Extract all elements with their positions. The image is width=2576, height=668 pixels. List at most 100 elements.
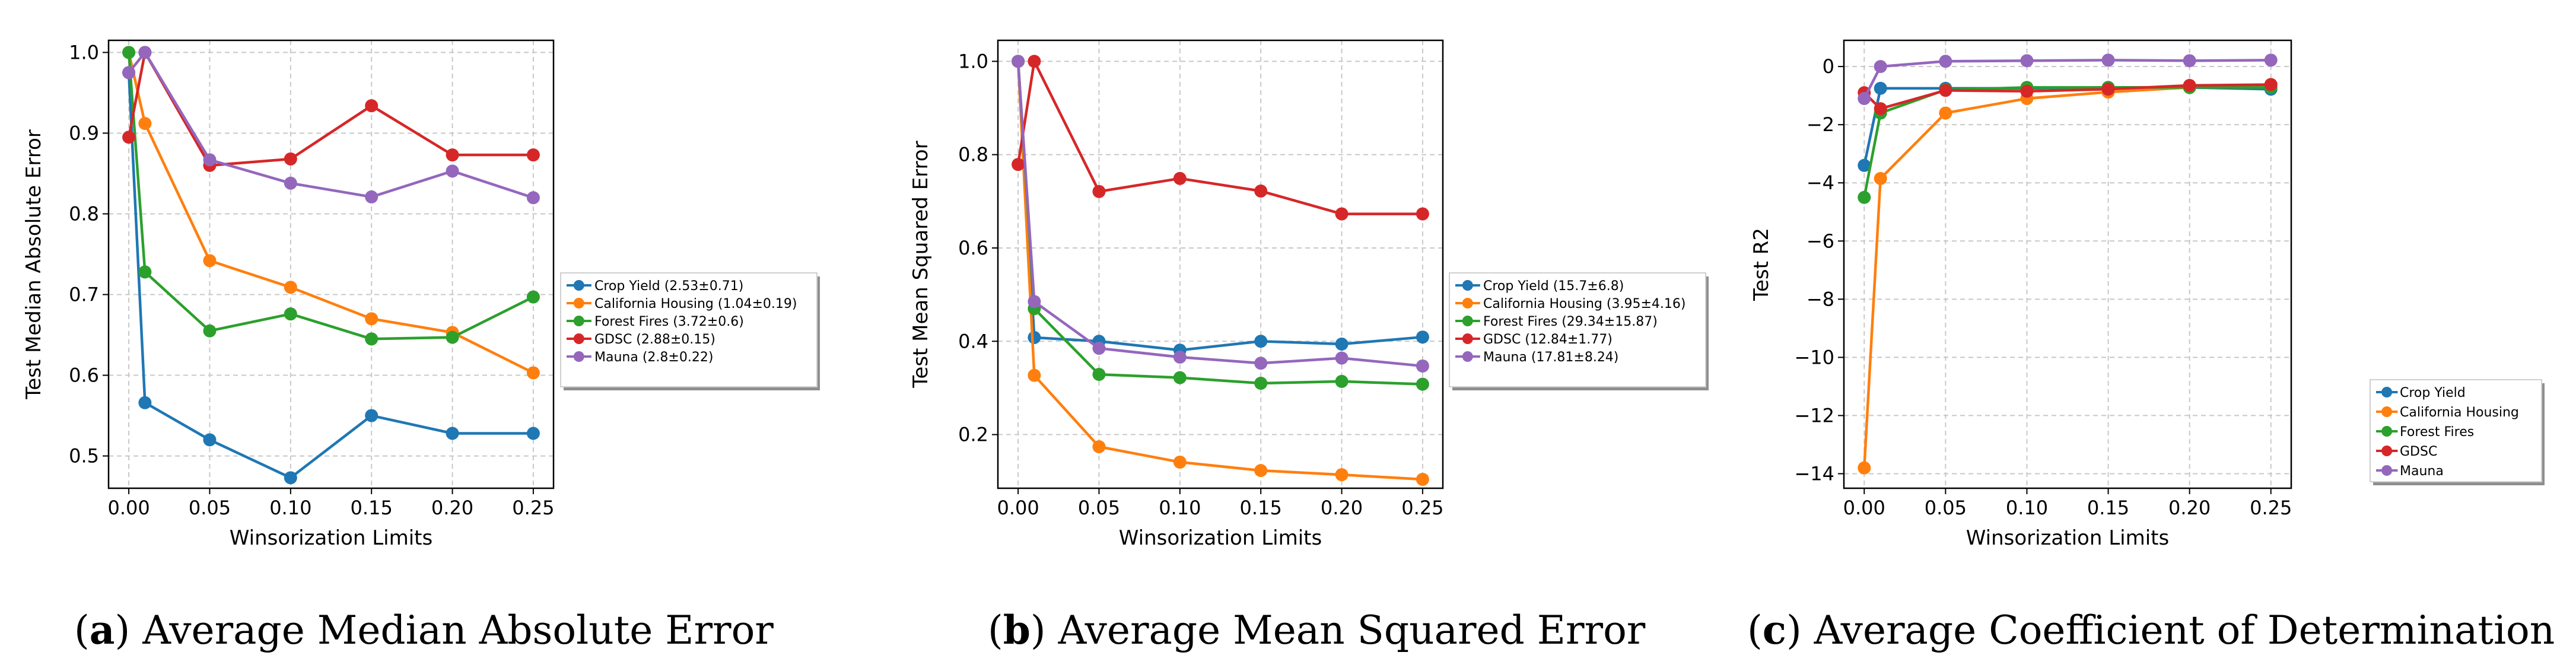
panel-b-xtick-label: 0.20 [1321,497,1363,519]
panel-a-point-fires [122,46,136,59]
panel-a-legend-label: GDSC (2.88±0.15) [594,332,715,347]
panel-b-legend-label: GDSC (12.84±1.77) [1483,332,1613,347]
caption-a-letter: a [90,607,115,653]
panel-b-legend-label: Forest Fires (29.34±15.87) [1483,314,1658,329]
panel-c-point-gdsc [2183,78,2196,92]
panel-a-ytick-label: 0.5 [69,445,99,467]
panel-a-point-crop [203,433,217,447]
panel-b-point-mauna [1416,359,1429,373]
panel-c-xtick-label: 0.10 [2006,497,2048,519]
panel-c-point-mauna [2264,53,2278,67]
panel-c-legend-swatch-marker [2381,426,2393,437]
panel-c-line-housing [1863,83,2271,468]
panel-b-legend-label: Crop Yield (15.7±6.8) [1483,279,1624,294]
panel-a-xtick-label: 0.00 [107,497,150,519]
panel-c: 0.00 0.05 0.10 0.15 0.20 0.25 0 −2 −4 −6 −8 −10 −12 −… [1750,39,2545,550]
panel-a-legend-label: Crop Yield (2.53±0.71) [594,279,743,294]
panel-b-xtick-label: 0.25 [1401,497,1443,519]
panel-b-point-housing [1416,473,1429,486]
panel-c-point-gdsc [2101,82,2115,96]
panel-a-xtick-label: 0.05 [189,497,231,519]
panel-b-point-gdsc [1092,185,1106,198]
panel-c-axes-frame [1843,39,2292,489]
panel-b-line-housing [1016,61,1423,481]
panel-a-point-mauna [138,46,152,59]
panel-c-line-mauna [1863,59,2271,100]
panel-b-ytick-label: 0.8 [958,144,988,166]
panel-b-legend-swatch-marker [1462,298,1473,308]
panel-a-point-housing [526,366,540,380]
panel-c-point-housing [1874,171,1887,185]
panel-c-xtick-label: 0.05 [1925,497,1967,519]
panel-a-point-gdsc [526,148,540,162]
panel-b-ytick-label: 1.0 [958,50,988,72]
caption-b-letter: b [1003,607,1031,653]
panel-a-point-mauna [446,164,459,178]
panel-b-point-fires [1254,377,1268,390]
panel-b-point-crop [1028,330,1041,344]
panel-c-legend-swatch-marker [2381,446,2393,456]
panel-a-point-mauna [365,190,379,203]
panel-c-point-gdsc [2020,84,2034,98]
panel-c-point-mauna [2101,53,2115,67]
panel-a-point-housing [138,117,152,131]
panel-a-point-fires [446,330,459,344]
panel-c-point-gdsc [1939,84,1952,97]
panel-c-line-crop [1863,86,2271,166]
panel-b: 0.00 0.05 0.10 0.15 0.20 0.25 0.2 0.4 0.6 0.8 1.0 W… [909,39,1709,550]
panel-c-line-fires [1863,86,2271,198]
panel-a-point-housing [203,254,217,268]
panel-b-point-crop [1335,337,1349,351]
panel-a-ytick-label: 0.6 [69,364,99,387]
panel-c-xtick-label: 0.20 [2168,497,2211,519]
panel-b-xlabel: Winsorization Limits [1119,526,1322,550]
panel-c-point-mauna [1874,60,1887,74]
panel-a-line-mauna [128,51,534,199]
panel-a-legend-swatch-marker [573,280,584,291]
caption-a: (a) Average Median Absolute Error [74,607,774,653]
panel-a-xtick-label: 0.25 [512,497,554,519]
panel-a-point-gdsc [122,131,136,144]
panel-a-point-fires [284,307,297,321]
panel-b-point-mauna [1028,295,1041,308]
panel-c-point-mauna [2183,54,2196,68]
caption-c: (c) Average Coefficient of Determination [1747,607,2555,653]
panel-a-line-fires [127,52,534,341]
panel-b-line-gdsc [1016,60,1423,215]
panel-c-ytick-label: −14 [1794,462,1834,485]
panel-a-point-gdsc [446,148,459,162]
panel-a-point-crop [284,471,297,485]
panel-c-legend-label: GDSC [2400,444,2437,459]
panel-a-point-mauna [526,191,540,205]
caption-a-text: Average Median Absolute Error [142,607,774,653]
panel-a-xtick-label: 0.20 [431,497,473,519]
caption-b: (b) Average Mean Squared Error [988,607,1646,653]
panel-b-ytick-label: 0.6 [958,237,988,259]
panel-c-xlabel: Winsorization Limits [1966,526,2169,550]
panel-a-point-fires [365,332,379,346]
panel-c-legend-label: Forest Fires [2400,425,2474,440]
panel-a-point-crop [526,427,540,440]
panel-a-point-housing [365,312,379,326]
panel-a-point-crop [446,427,459,440]
panel-c-point-fires [1858,190,1871,204]
panel-c-ytick-label: −10 [1794,346,1834,368]
panel-b-line-fires [1016,61,1423,386]
panel-a-ylabel: Test Median Absolute Error [22,129,46,400]
panel-b-point-mauna [1335,351,1349,365]
panel-c-xtick-label: 0.00 [1843,497,1885,519]
panel-b-legend-swatch-marker [1462,316,1473,326]
panel-a-ytick-label: 1.0 [69,41,99,63]
panel-a-xtick-label: 0.10 [269,497,311,519]
panel-b-line-crop [1016,61,1423,352]
panel-c-point-housing [1858,461,1871,475]
panel-c-point-mauna [1858,92,1871,106]
panel-b-point-housing [1173,455,1187,469]
panel-b-ytick-label: 0.4 [958,330,988,352]
panel-a-legend-swatch-marker [573,351,584,362]
panel-c-point-crop [1858,158,1871,172]
panel-b-point-crop [1254,335,1268,348]
panel-c-ytick-label: −2 [1807,113,1834,136]
panel-a-point-fires [138,265,152,279]
